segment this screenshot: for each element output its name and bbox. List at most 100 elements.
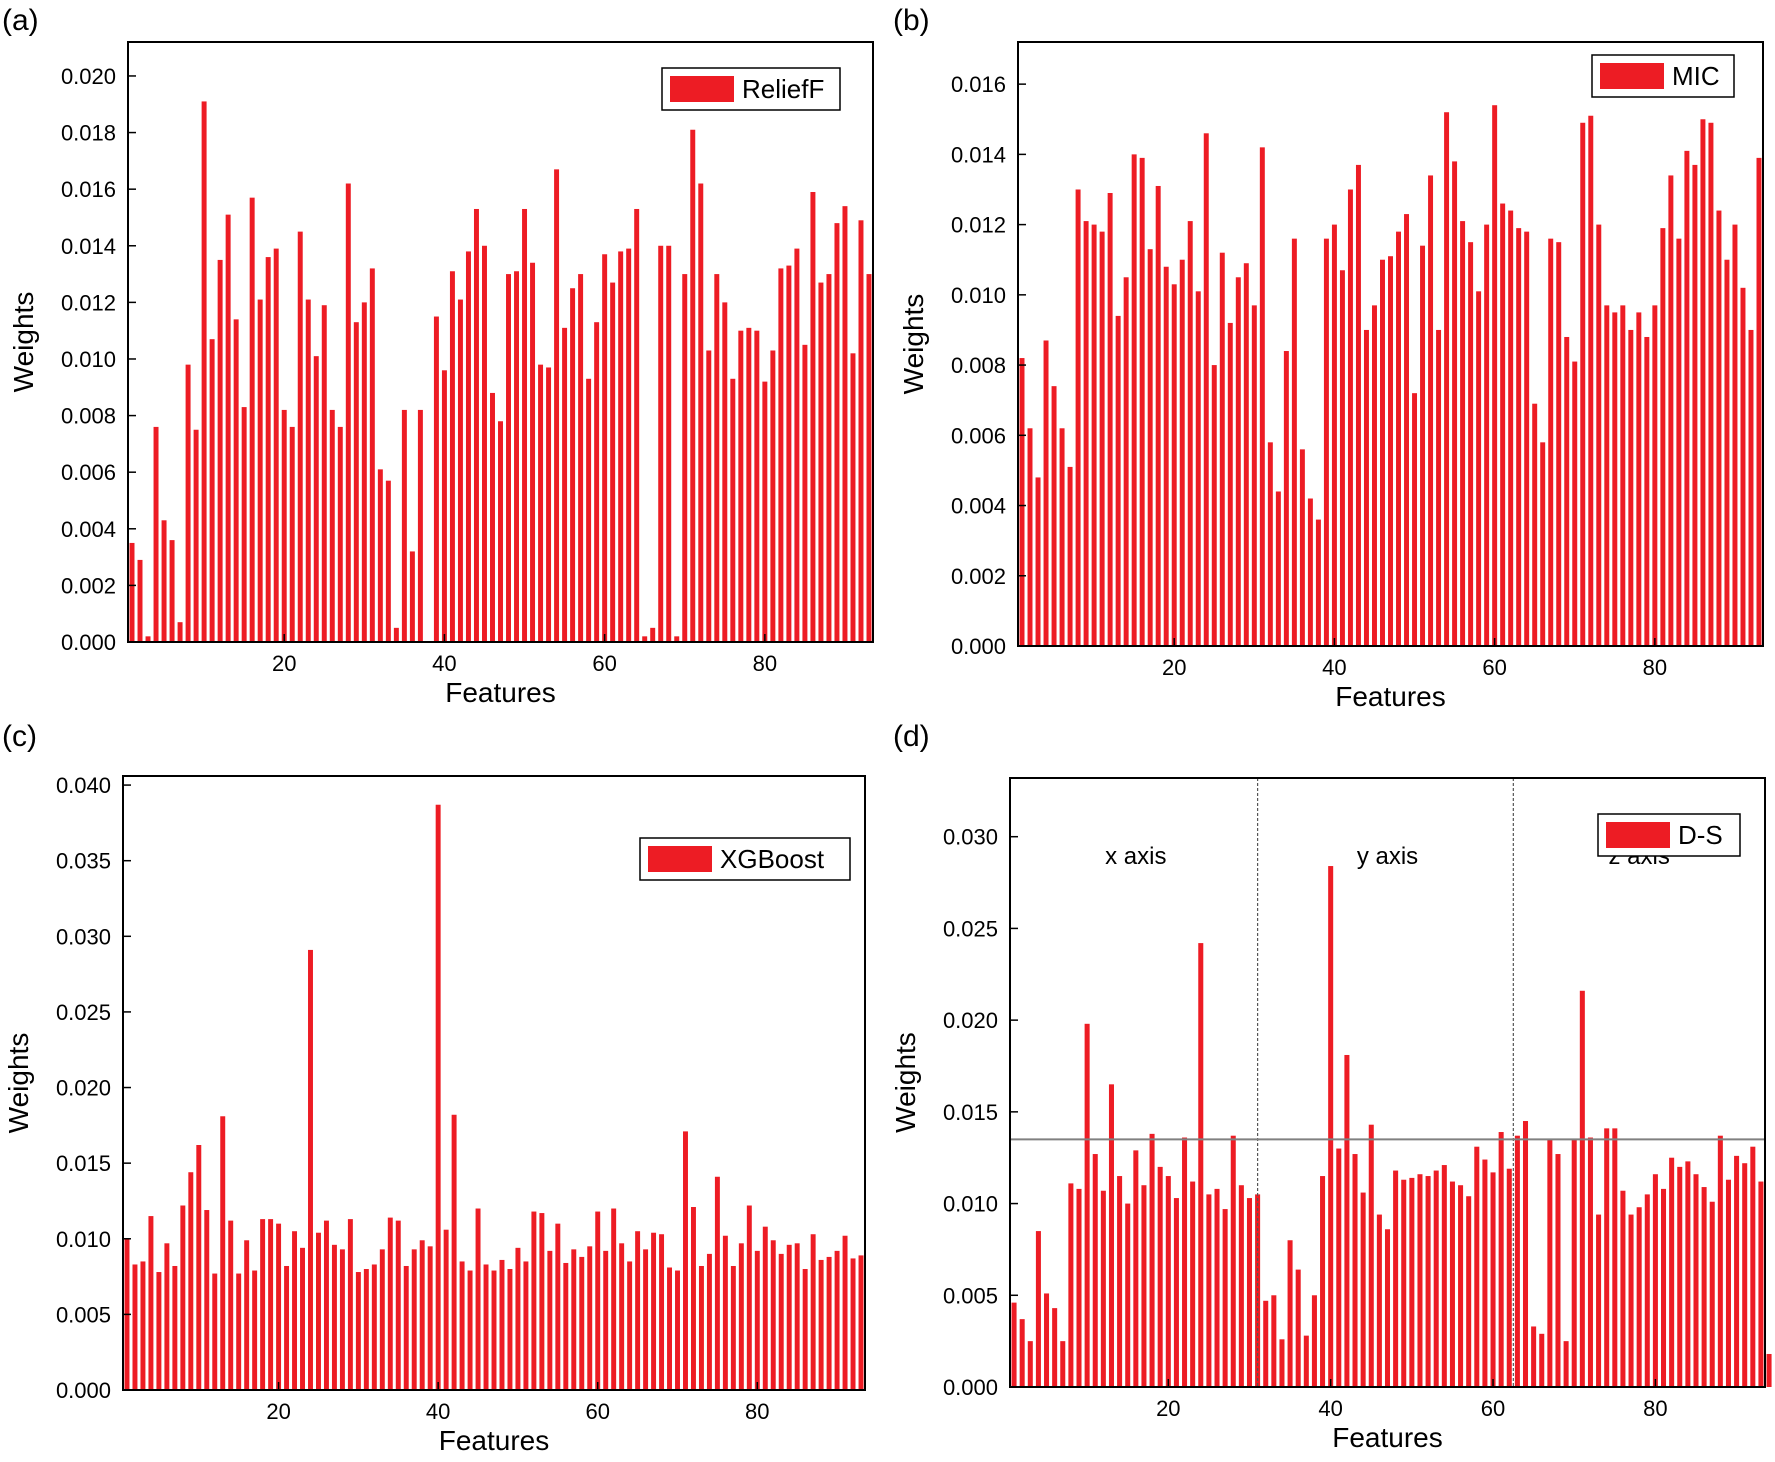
bar-feature-53 <box>1433 1170 1439 1387</box>
y-tick-label: 0.004 <box>951 494 1006 519</box>
bar-feature-53 <box>1436 329 1442 646</box>
bar-feature-77 <box>1628 1214 1634 1387</box>
y-tick-label: 0.012 <box>951 213 1006 238</box>
bar-feature-48 <box>506 274 511 642</box>
region-label-0: x axis <box>1105 843 1166 870</box>
legend-swatch <box>648 846 712 872</box>
bar-feature-85 <box>802 344 808 642</box>
bar-feature-47 <box>498 421 503 642</box>
bar-feature-86 <box>1700 119 1706 646</box>
bar-feature-88 <box>1717 1135 1723 1387</box>
bar-feature-71 <box>1580 122 1586 646</box>
bar-feature-10 <box>201 101 207 643</box>
bar-feature-57 <box>1466 1196 1472 1387</box>
bar-feature-11 <box>204 1210 210 1390</box>
bar-feature-51 <box>1420 245 1426 647</box>
bars-a <box>129 101 872 643</box>
bar-feature-16 <box>1133 1150 1139 1387</box>
bar-feature-49 <box>1401 1179 1407 1387</box>
bar-feature-87 <box>1709 1201 1715 1387</box>
bar-feature-84 <box>1684 150 1690 647</box>
bar-feature-2 <box>137 559 143 642</box>
bar-feature-25 <box>321 305 327 642</box>
bar-feature-43 <box>459 1261 465 1390</box>
bar-feature-59 <box>1484 224 1490 646</box>
bar-feature-12 <box>212 1273 218 1390</box>
bar-feature-64 <box>627 1261 633 1390</box>
bar-feature-14 <box>233 319 239 642</box>
plot-frame <box>122 775 866 1391</box>
bar-feature-7 <box>1060 1341 1066 1387</box>
bar-feature-13 <box>1108 1084 1114 1387</box>
panel-label-b: (b) <box>893 4 930 37</box>
bar-feature-16 <box>249 197 255 642</box>
bar-feature-14 <box>1117 1176 1123 1387</box>
bar-feature-31 <box>369 268 375 642</box>
bar-feature-36 <box>1295 1269 1301 1387</box>
x-tick-label: 60 <box>1481 1396 1505 1421</box>
bar-feature-65 <box>642 636 648 642</box>
bar-feature-8 <box>180 1205 186 1390</box>
legend-label: D-S <box>1678 820 1723 850</box>
bar-feature-25 <box>1206 1194 1212 1387</box>
bar-feature-31 <box>363 1269 369 1390</box>
x-tick-label: 20 <box>266 1399 290 1424</box>
bar-feature-87 <box>818 282 824 642</box>
bar-feature-58 <box>1474 1146 1480 1387</box>
legend-box <box>639 837 851 881</box>
bar-feature-67 <box>1548 238 1554 646</box>
bar-feature-33 <box>1275 491 1281 646</box>
bar-feature-26 <box>1214 1188 1220 1387</box>
y-tick-label: 0.006 <box>951 423 1006 448</box>
bar-feature-61 <box>1500 203 1506 646</box>
bar-feature-49 <box>514 271 520 642</box>
legend-swatch <box>670 76 734 102</box>
bar-feature-52 <box>1425 1176 1431 1387</box>
bar-feature-31 <box>1259 147 1265 646</box>
bar-feature-1 <box>1011 1302 1017 1387</box>
y-tick-label: 0.010 <box>56 1227 111 1252</box>
bar-feature-5 <box>156 1272 162 1390</box>
x-tick-label: 80 <box>753 651 777 676</box>
y-tick-label: 0.000 <box>943 1375 998 1400</box>
bar-feature-59 <box>1482 1159 1488 1387</box>
bar-feature-68 <box>666 245 672 642</box>
bar-feature-70 <box>1571 1139 1577 1387</box>
y-tick-label: 0.004 <box>61 517 116 542</box>
bar-feature-76 <box>722 1235 728 1390</box>
bar-feature-35 <box>401 409 407 642</box>
bar-feature-77 <box>738 330 744 642</box>
y-tick-label: 0.005 <box>56 1302 111 1327</box>
bars-c <box>124 804 864 1390</box>
bar-feature-66 <box>650 627 656 642</box>
y-tick-label: 0.010 <box>951 283 1006 308</box>
bar-feature-30 <box>361 302 367 642</box>
bar-feature-55 <box>555 1223 561 1390</box>
axes-b: 20 40 60 80 0.000 0.002 0.004 0.006 0.008 0.010 0.… <box>951 41 1764 680</box>
bar-feature-34 <box>1279 1339 1285 1387</box>
x-tick-label: 20 <box>1156 1396 1180 1421</box>
bar-feature-65 <box>1532 403 1538 646</box>
bar-feature-21 <box>289 426 295 642</box>
bar-feature-42 <box>1347 189 1353 647</box>
bar-feature-91 <box>850 353 856 642</box>
y-tick-label: 0.005 <box>943 1283 998 1308</box>
bar-feature-89 <box>826 1256 832 1390</box>
bar-feature-22 <box>297 231 303 642</box>
bar-feature-63 <box>1516 228 1522 646</box>
bar-feature-14 <box>1123 277 1129 646</box>
bar-feature-30 <box>1251 305 1257 646</box>
bar-feature-74 <box>1604 1128 1610 1387</box>
bar-feature-44 <box>1360 1192 1366 1387</box>
bar-feature-12 <box>1107 193 1113 646</box>
panel-c: (c) 20 40 60 80 0.000 0.005 0.010 0.015 0.020 0.0… <box>2 720 866 1456</box>
y-tick-label: 0.010 <box>61 347 116 372</box>
bar-feature-15 <box>1131 154 1137 646</box>
bar-feature-91 <box>1742 1163 1748 1387</box>
bar-feature-13 <box>225 214 231 642</box>
bar-feature-79 <box>754 330 760 642</box>
bar-feature-16 <box>244 1240 250 1390</box>
bar-feature-55 <box>1449 1181 1455 1387</box>
y-tick-label: 0.002 <box>61 573 116 598</box>
bar-feature-72 <box>1588 115 1594 647</box>
